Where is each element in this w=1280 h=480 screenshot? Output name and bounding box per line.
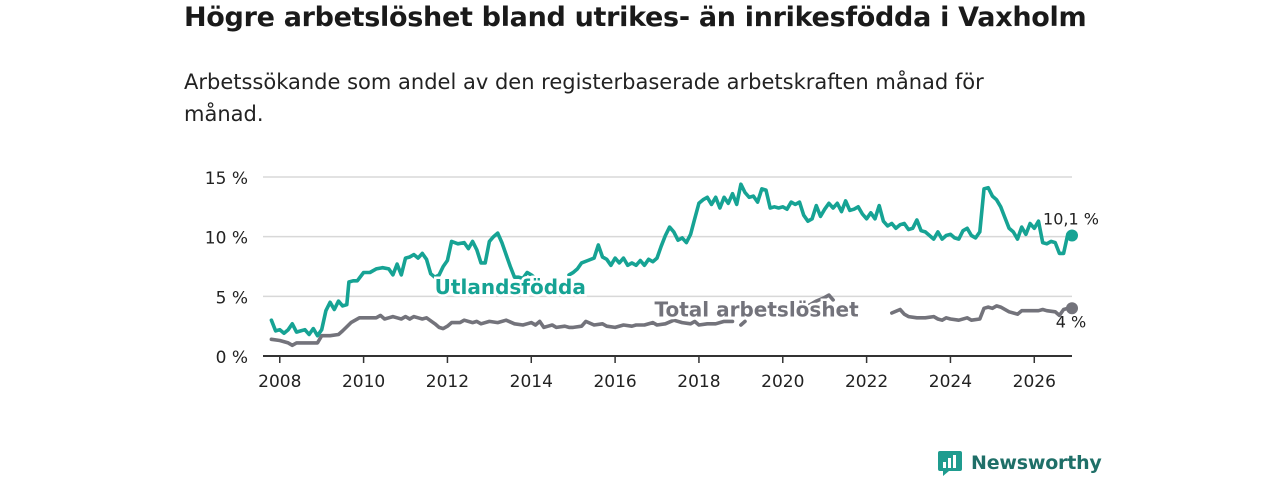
chart-subtitle: Arbetssökande som andel av den registerb… xyxy=(184,70,984,126)
series-line-total xyxy=(739,319,747,327)
x-tick-label: 2022 xyxy=(845,372,888,392)
series-line-total xyxy=(269,313,735,348)
x-tick-label: 2026 xyxy=(1013,372,1056,392)
end-point-utlandsfodda xyxy=(1066,229,1078,242)
brand-name: Newsworthy xyxy=(971,452,1102,474)
series-line-utlandsfodda xyxy=(269,231,538,338)
series-annotation: Total arbetslöshet xyxy=(655,298,860,322)
end-point-total xyxy=(1066,302,1078,315)
x-tick-label: 2020 xyxy=(761,372,804,392)
newsworthy-logo-icon xyxy=(938,451,962,476)
series-line-utlandsfodda xyxy=(567,182,1074,277)
series-line-total xyxy=(801,293,835,308)
x-tick-label: 2012 xyxy=(426,372,469,392)
x-tick-label: 2016 xyxy=(593,372,636,392)
y-tick-label: 15 % xyxy=(205,169,248,189)
x-tick-label: 2018 xyxy=(677,372,720,392)
x-tick-label: 2024 xyxy=(929,372,972,392)
series-line-total xyxy=(890,304,1074,322)
end-label-total: 4 % xyxy=(1056,312,1086,331)
y-tick-label: 5 % xyxy=(216,288,248,308)
y-tick-label: 10 % xyxy=(205,229,248,249)
line-chart: 0 % 5 % 10 % 15 % 2008 2010 2012 2014 2016 2018 20… xyxy=(205,169,1099,392)
x-tick-label: 2010 xyxy=(342,372,385,392)
y-tick-label: 0 % xyxy=(216,348,248,368)
chart-title: Högre arbetslöshet bland utrikes- än inr… xyxy=(184,2,1087,33)
series-annotation: Utlandsfödda xyxy=(435,275,586,299)
end-label-utlandsfodda: 10,1 % xyxy=(1043,209,1099,228)
x-tick-label: 2014 xyxy=(510,372,553,392)
x-tick-label: 2008 xyxy=(258,372,301,392)
brand-logo: Newsworthy xyxy=(937,449,1102,477)
